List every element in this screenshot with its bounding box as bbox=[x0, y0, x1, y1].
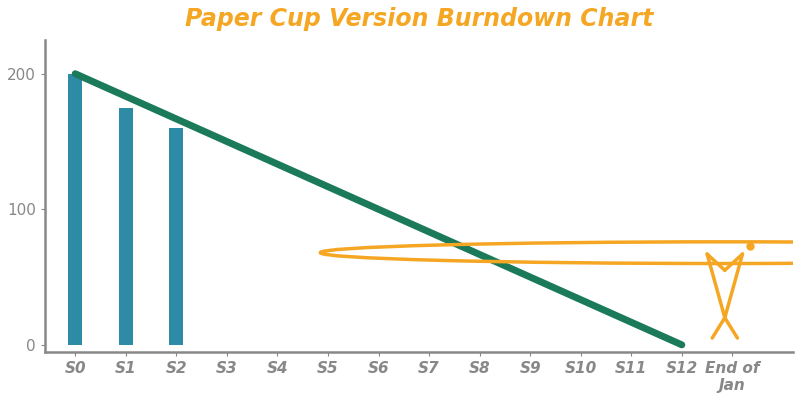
Bar bbox=[118, 108, 133, 345]
Title: Paper Cup Version Burndown Chart: Paper Cup Version Burndown Chart bbox=[185, 7, 653, 31]
Bar bbox=[170, 128, 183, 345]
Bar bbox=[68, 74, 82, 345]
